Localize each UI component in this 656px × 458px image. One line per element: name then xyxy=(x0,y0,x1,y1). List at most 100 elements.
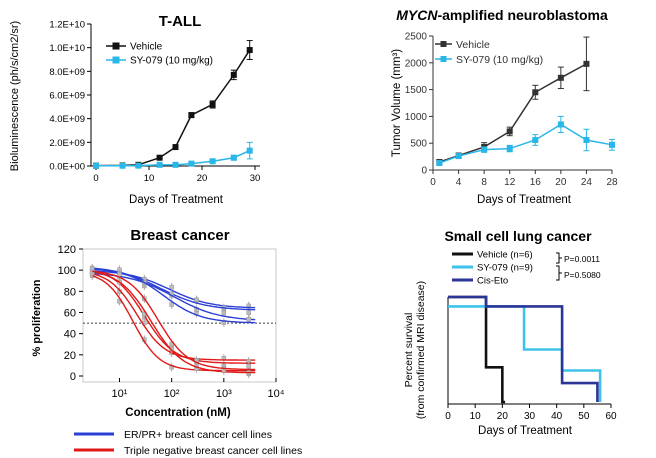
tall-xlabel: Days of Treatment xyxy=(129,194,224,206)
breast-y-tick-label: 20 xyxy=(64,350,76,362)
nb-sy079-point xyxy=(609,141,615,148)
nb-x-tick-label: 16 xyxy=(530,177,542,188)
breast-data-point xyxy=(246,363,251,369)
chart-neuroblastoma: MYCN-amplified neuroblastoma 0 4 8 12 16 20 24… xyxy=(391,7,618,206)
nb-sy079-point xyxy=(455,153,462,160)
tall-x-tick-label: 20 xyxy=(197,173,208,184)
nb-legend-vehicle-label: Vehicle xyxy=(456,39,490,51)
breast-y-tick-label: 80 xyxy=(64,286,76,298)
breast-data-point xyxy=(246,317,251,322)
chart-breast-cancer: Breast cancer 0 20 40 60 80 100 120 10¹ 10² 10³ 10… xyxy=(31,227,302,457)
nb-y-tick-label: 2000 xyxy=(405,58,428,69)
tall-y-tick-label: 1.2E+10 xyxy=(49,20,85,31)
sclc-legend: Vehicle (n=6) SY-079 (n=9) Cis-Eto P=0.0… xyxy=(452,250,601,287)
tall-vehicle-point xyxy=(156,154,163,161)
nb-y-tick-label: 1000 xyxy=(405,112,428,123)
nb-y-tick-label: 2500 xyxy=(405,32,428,43)
breast-data-point xyxy=(169,302,174,307)
sclc-pvalue-bracket-1 xyxy=(556,252,562,264)
sclc-x-tick-label: 30 xyxy=(524,411,536,422)
breast-x-tick-label: 10³ xyxy=(216,388,232,400)
breast-ylabel: % proliferation xyxy=(31,279,43,356)
nb-sy079-point xyxy=(481,146,488,153)
breast-data-point xyxy=(221,310,227,316)
tall-y-tick-label: 8.0E+09 xyxy=(49,67,85,78)
nb-x-tick-label: 28 xyxy=(606,177,618,188)
nb-x-tick-label: 4 xyxy=(456,177,462,188)
sclc-pvalue-2: P=0.5080 xyxy=(564,270,601,280)
breast-x-tick-label: 10¹ xyxy=(112,388,128,400)
nb-y-tick-label: 0 xyxy=(421,166,427,177)
sclc-pvalue-bracket-2 xyxy=(556,265,562,281)
breast-y-tick-label: 0 xyxy=(70,371,76,383)
breast-curve-tnbc xyxy=(92,270,256,371)
nb-x-tick-label: 0 xyxy=(430,177,436,188)
tall-y-tick-label: 1.0E+10 xyxy=(49,43,85,54)
tall-legend: Vehicle SY-079 (10 mg/kg) xyxy=(106,42,213,67)
breast-curve-tnbc xyxy=(92,271,256,374)
sclc-legend-vehicle-label: Vehicle (n=6) xyxy=(477,250,533,261)
breast-xlabel: Concentration (nM) xyxy=(125,407,231,419)
nb-x-tick-label: 20 xyxy=(555,177,567,188)
tall-legend-sy079-label: SY-079 (10 mg/kg) xyxy=(130,56,213,67)
sclc-x-tick-label: 10 xyxy=(470,411,482,422)
breast-y-tick-label: 40 xyxy=(64,329,76,341)
tall-legend-vehicle-label: Vehicle xyxy=(130,42,163,53)
breast-y-tick-label: 100 xyxy=(58,265,76,277)
tall-x-tick-label: 10 xyxy=(144,173,155,184)
tall-sy079-point xyxy=(246,147,253,154)
tall-legend-sy079-marker xyxy=(112,56,120,64)
nb-vehicle-point xyxy=(583,60,590,67)
breast-title: Breast cancer xyxy=(130,227,229,244)
tall-title: T-ALL xyxy=(159,13,202,30)
tall-vehicle-point xyxy=(246,47,253,54)
breast-curve-tnbc xyxy=(91,273,256,361)
tall-sy079-point xyxy=(119,162,126,169)
nb-legend-sy079-marker xyxy=(440,56,447,62)
tall-y-tick-label: 2.0E+09 xyxy=(49,138,85,149)
nb-title: MYCN-amplified neuroblastoma xyxy=(396,7,608,23)
breast-data-point xyxy=(89,270,95,276)
nb-vehicle-point xyxy=(506,128,513,135)
nb-legend-vehicle-marker xyxy=(440,41,447,47)
nb-sy079-point xyxy=(506,145,513,152)
nb-title-rest: -amplified neuroblastoma xyxy=(437,7,608,23)
tall-vehicle-point xyxy=(209,101,216,108)
tall-sy079-point xyxy=(93,162,99,169)
nb-sy079-point xyxy=(557,121,564,128)
tall-plot-area: 0 10 20 30 0.0E+00 2.0E+09 4.0E+09 6.0E+09 8.0E+… xyxy=(49,20,260,185)
sclc-sy079-line xyxy=(448,305,602,402)
nb-sy079-line xyxy=(439,123,613,164)
breast-x-tick-label: 10² xyxy=(164,388,180,400)
tall-legend-vehicle-marker xyxy=(112,42,120,50)
sclc-x-tick-label: 40 xyxy=(551,411,563,422)
breast-curve-tnbc xyxy=(91,275,256,372)
breast-plot-area: 0 20 40 60 80 100 120 10¹ 10² 10³ 10⁴ xyxy=(58,244,285,400)
tall-ylabel: Bioluminescence (ph/s/cm2/sr) xyxy=(9,21,21,171)
tall-y-tick-label: 4.0E+09 xyxy=(49,114,85,125)
tall-vehicle-point xyxy=(188,112,195,119)
sclc-x-tick-label: 60 xyxy=(605,411,617,422)
nb-legend: Vehicle SY-079 (10 mg/kg) xyxy=(435,39,543,66)
sclc-legend-sy079-label: SY-079 (n=9) xyxy=(477,263,533,274)
sclc-x-tick-label: 0 xyxy=(445,411,451,422)
chart-tall: T-ALL 0 10 20 30 0.0E+00 2.0E+09 4.0E+09 6.0E+0… xyxy=(9,13,260,206)
tall-x-tick-label: 0 xyxy=(93,173,98,184)
tall-sy079-point xyxy=(172,161,179,168)
nb-x-tick-label: 12 xyxy=(504,177,516,188)
nb-ylabel: Tumor Volume (mm³) xyxy=(391,49,403,157)
breast-data-point xyxy=(169,284,174,290)
sclc-title: Small cell lung cancer xyxy=(444,228,592,244)
tall-sy079-point xyxy=(156,161,163,168)
tall-y-tick-label: 0.0E+00 xyxy=(49,162,85,173)
sclc-ylabel-line2: (from confirmed MRI disease) xyxy=(415,281,427,419)
breast-legend-tnbc-label: Triple negative breast cancer cell lines xyxy=(124,445,302,457)
nb-legend-sy079-label: SY-079 (10 mg/kg) xyxy=(456,54,543,66)
sclc-plot-area: 0 10 20 30 40 50 60 xyxy=(445,295,617,422)
nb-sy079-point xyxy=(436,160,443,167)
breast-legend: ER/PR+ breast cancer cell lines Triple n… xyxy=(74,429,302,457)
tall-vehicle-point xyxy=(172,144,179,151)
nb-x-tick-label: 8 xyxy=(481,177,487,188)
tall-sy079-point xyxy=(209,158,216,165)
